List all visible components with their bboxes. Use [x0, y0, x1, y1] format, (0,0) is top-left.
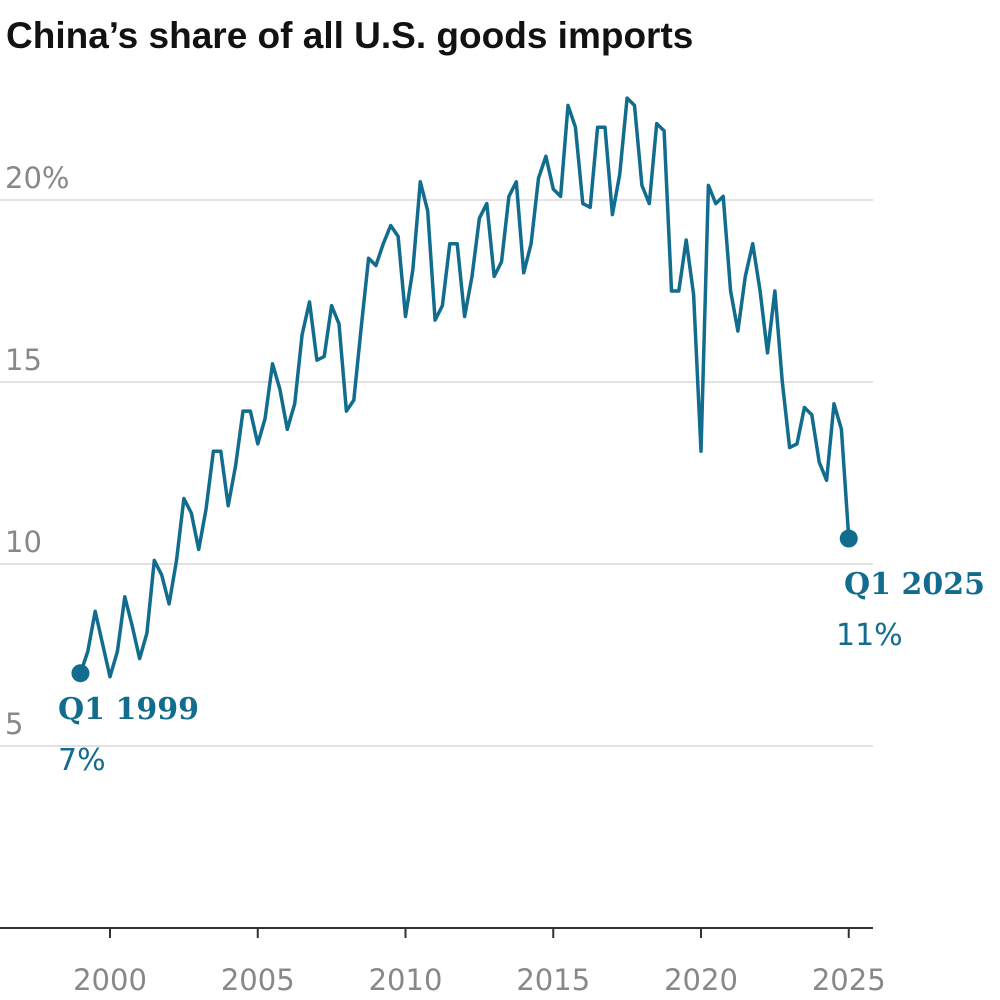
start-annotation-period: Q1 1999	[58, 692, 199, 727]
y-tick-label-5: 5	[5, 707, 23, 741]
x-axis-ticks: 2000 2005 2010 2015 2020 2025	[73, 928, 886, 997]
x-tick-label-2005: 2005	[221, 963, 295, 997]
end-point-marker	[839, 529, 858, 548]
end-annotation-period: Q1 2025	[844, 567, 985, 602]
chart-title: China’s share of all U.S. goods imports	[6, 15, 693, 56]
x-tick-label-2000: 2000	[73, 963, 147, 997]
end-annotation-value: 11%	[836, 618, 903, 653]
x-tick-label-2010: 2010	[369, 963, 443, 997]
y-axis-ticks: 5 10 15 20%	[5, 161, 69, 741]
start-point-marker	[71, 664, 90, 683]
x-tick-label-2020: 2020	[664, 963, 738, 997]
series-line-china-share	[78, 96, 851, 679]
y-tick-label-15: 15	[5, 343, 42, 377]
x-tick-label-2025: 2025	[812, 963, 886, 997]
start-annotation-value: 7%	[58, 743, 106, 778]
y-tick-label-20: 20%	[5, 161, 69, 195]
y-tick-label-10: 10	[5, 525, 42, 559]
x-tick-label-2015: 2015	[516, 963, 590, 997]
gridlines	[0, 199, 873, 747]
